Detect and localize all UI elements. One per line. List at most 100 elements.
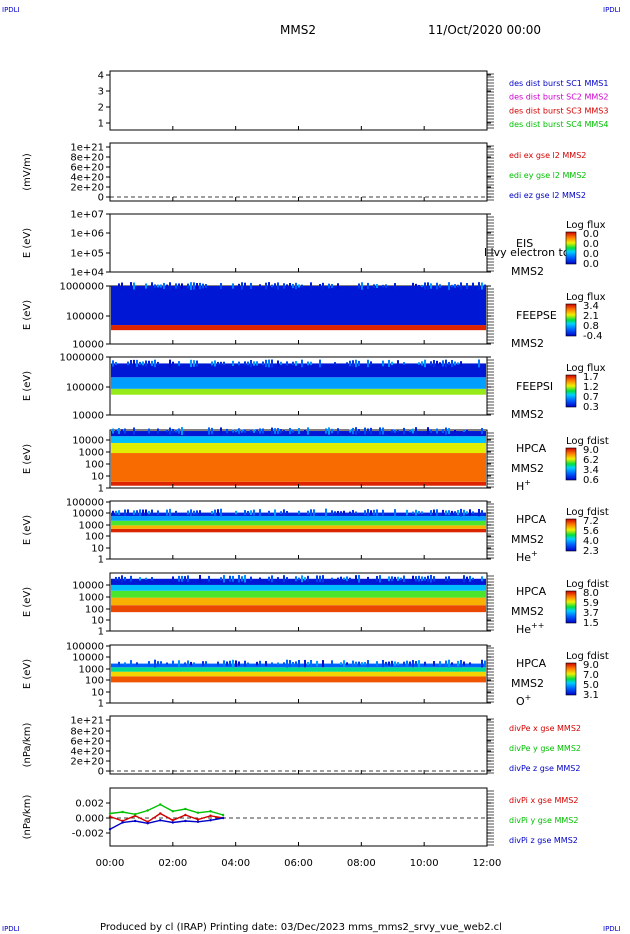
spectrogram-pixel xyxy=(268,576,270,581)
spectrogram-pixel xyxy=(145,283,147,289)
legend-entry: divPi z gse MMS2 xyxy=(509,836,578,845)
spectrogram-pixel xyxy=(130,282,132,290)
panel-frame xyxy=(109,70,488,131)
spectrogram-pixel xyxy=(343,660,345,667)
panel-feepse: 1000000 100000 10000 E (eV) FEEPSE MMS2 Log fl… xyxy=(22,282,606,351)
y-tick-label: 1000 xyxy=(79,665,104,676)
spectrogram-pixel xyxy=(196,283,198,289)
series-point xyxy=(133,813,137,816)
spectrogram-pixel xyxy=(367,282,369,290)
spectrogram-pixel xyxy=(340,662,342,665)
spectrogram-pixel xyxy=(424,282,426,290)
spectrogram-pixel xyxy=(253,361,255,366)
spectrogram-pixel xyxy=(382,284,384,288)
spectrogram-pixel xyxy=(445,510,447,515)
spacecraft-label: MMS2 xyxy=(511,408,544,421)
y-tick-label: 10000 xyxy=(72,436,104,447)
spectrogram-band xyxy=(111,584,486,591)
spectrogram-band xyxy=(111,528,486,533)
spectrogram-pixel xyxy=(403,575,405,582)
spectrogram-pixel xyxy=(244,575,246,583)
y-tick-label: 1 xyxy=(98,555,104,566)
spectrogram-pixel xyxy=(124,428,126,434)
spectrogram-pixel xyxy=(181,427,183,435)
spectrogram-pixel xyxy=(154,284,156,288)
y-tick-label: 1000 xyxy=(79,521,104,532)
spectrogram-pixel xyxy=(238,361,240,366)
spectrogram-pixel xyxy=(358,360,360,366)
spectrogram-pixel xyxy=(148,360,150,367)
spectrogram-pixel xyxy=(265,359,267,368)
spectrogram-pixel xyxy=(283,429,285,433)
spectrogram-pixel xyxy=(232,575,234,582)
y-tick-label: 0 xyxy=(98,193,104,204)
spectrogram-pixel xyxy=(271,575,273,583)
spectrogram-pixel xyxy=(448,282,450,290)
spectrogram-pixel xyxy=(448,428,450,434)
legend-entry: edi ey gse l2 MMS2 xyxy=(509,171,587,180)
x-tick-label: 00:00 xyxy=(96,858,125,869)
spectrogram-pixel xyxy=(439,661,441,666)
spectrogram-pixel xyxy=(376,575,378,582)
colorbar xyxy=(565,518,577,552)
y-tick-label: 1000000 xyxy=(59,282,104,293)
colorbar-tick-label: 1.2 xyxy=(583,382,599,393)
spectrogram-pixel xyxy=(355,511,357,514)
spectrogram-pixel xyxy=(112,428,114,434)
spectrogram-pixel xyxy=(283,283,285,289)
spacecraft-label: MMS2 xyxy=(511,337,544,350)
spectrogram-pixel xyxy=(376,509,378,516)
colorbar xyxy=(565,447,577,481)
spectrogram-pixel xyxy=(298,428,300,434)
spectrogram-pixel xyxy=(190,359,192,368)
spectrogram-pixel xyxy=(229,660,231,667)
spectrogram-pixel xyxy=(382,427,384,435)
spectrogram-pixel xyxy=(289,427,291,435)
spectrogram-pixel xyxy=(133,510,135,515)
spectrogram-pixel xyxy=(352,660,354,667)
spectrogram-pixel xyxy=(124,662,126,665)
y-tick-label: 10 xyxy=(91,688,104,699)
y-tick-label: 1 xyxy=(98,699,104,710)
spectrogram-pixel xyxy=(340,576,342,581)
y-tick-label: 0.002 xyxy=(75,799,104,810)
spectrogram-pixel xyxy=(325,508,327,517)
spectrogram-pixel xyxy=(115,576,117,581)
spectrogram-pixel xyxy=(157,661,159,666)
series-point xyxy=(146,822,149,825)
spectrogram-pixel xyxy=(307,361,309,366)
y-tick-label: 1e+21 xyxy=(70,716,104,727)
spectrogram-pixel xyxy=(409,429,411,433)
spectrogram-band xyxy=(111,388,486,395)
spectrogram-pixel xyxy=(388,661,390,666)
spectrogram-pixel xyxy=(394,661,396,666)
spectrogram-pixel xyxy=(454,429,456,433)
spectrogram-pixel xyxy=(400,577,402,580)
legend-entry: edi ez gse l2 MMS2 xyxy=(509,191,586,200)
spectrogram-pixel xyxy=(136,510,138,515)
spectrogram-pixel xyxy=(481,282,483,290)
instrument-label: HPCA xyxy=(516,585,547,598)
spectrogram-pixel xyxy=(178,428,180,434)
spectrogram-band xyxy=(111,671,486,677)
colorbar-title: Log fdist xyxy=(566,507,609,518)
spectrogram-pixel xyxy=(277,577,279,581)
spectrogram-pixel xyxy=(439,362,441,365)
spectrogram-pixel xyxy=(127,361,129,366)
spectrogram-pixel xyxy=(463,575,465,583)
colorbar-tick-label: 3.4 xyxy=(583,301,599,312)
spectrogram-pixel xyxy=(262,428,264,434)
spectrogram-pixel xyxy=(418,575,420,582)
spectrogram-pixel xyxy=(424,661,426,666)
spacecraft-label: MMS2 xyxy=(511,605,544,618)
series-point xyxy=(196,818,200,821)
y-tick-label: 1e+06 xyxy=(70,229,104,240)
spectrogram-pixel xyxy=(169,282,171,290)
spectrogram-pixel xyxy=(412,428,414,434)
spectrogram-pixel xyxy=(331,428,333,434)
colorbar-tick-label: 3.4 xyxy=(583,465,599,476)
species-label: O+ xyxy=(516,693,531,708)
spectrogram-pixel xyxy=(370,361,372,366)
